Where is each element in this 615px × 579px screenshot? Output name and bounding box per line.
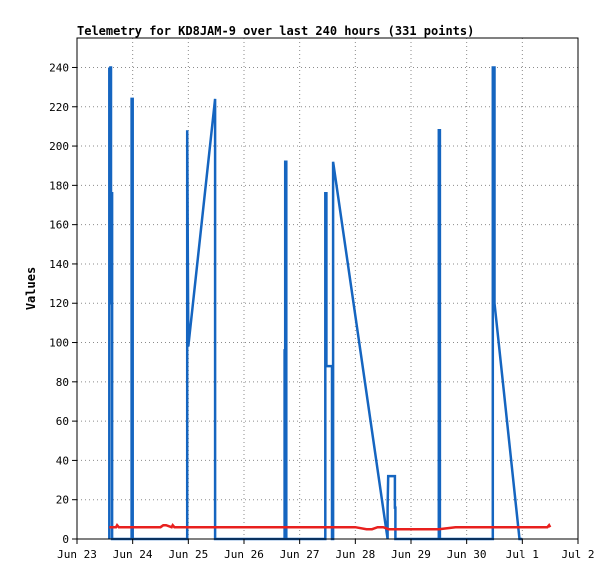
x-tick-label: Jun 30 bbox=[447, 548, 487, 561]
y-tick-label: 240 bbox=[49, 61, 69, 74]
y-tick-label: 200 bbox=[49, 140, 69, 153]
y-tick-label: 0 bbox=[62, 533, 69, 546]
y-tick-label: 140 bbox=[49, 258, 69, 271]
plot-frame bbox=[76, 37, 579, 540]
x-tick-label: Jun 29 bbox=[391, 548, 431, 561]
y-tick-label: 20 bbox=[56, 494, 69, 507]
y-tick-label: 80 bbox=[56, 376, 69, 389]
y-tick-label: 160 bbox=[49, 219, 69, 232]
x-tick-label: Jul 1 bbox=[506, 548, 539, 561]
y-tick-label: 220 bbox=[49, 101, 69, 114]
y-tick-label: 180 bbox=[49, 179, 69, 192]
y-tick-label: 100 bbox=[49, 337, 69, 350]
x-tick-label: Jun 27 bbox=[280, 548, 320, 561]
x-tick-label: Jun 25 bbox=[168, 548, 208, 561]
x-tick-label: Jun 24 bbox=[113, 548, 153, 561]
x-tick-label: Jun 28 bbox=[335, 548, 375, 561]
series-line-2 bbox=[109, 523, 552, 531]
x-tick-label: Jul 2 bbox=[561, 548, 594, 561]
x-tick-label: Jun 23 bbox=[57, 548, 97, 561]
series-line-1 bbox=[108, 66, 523, 541]
y-tick-label: 60 bbox=[56, 415, 69, 428]
chart-title: Telemetry for KD8JAM-9 over last 240 hou… bbox=[77, 24, 474, 38]
axis-ticks: 0 20 40 60 80 100 120 140 160 180 200 220 240 Jun 23 J… bbox=[49, 61, 594, 561]
y-axis-label: Values bbox=[24, 267, 38, 310]
y-tick-label: 120 bbox=[49, 297, 69, 310]
series-group bbox=[108, 66, 552, 541]
y-tick-label: 40 bbox=[56, 454, 69, 467]
x-tick-label: Jun 26 bbox=[224, 548, 264, 561]
